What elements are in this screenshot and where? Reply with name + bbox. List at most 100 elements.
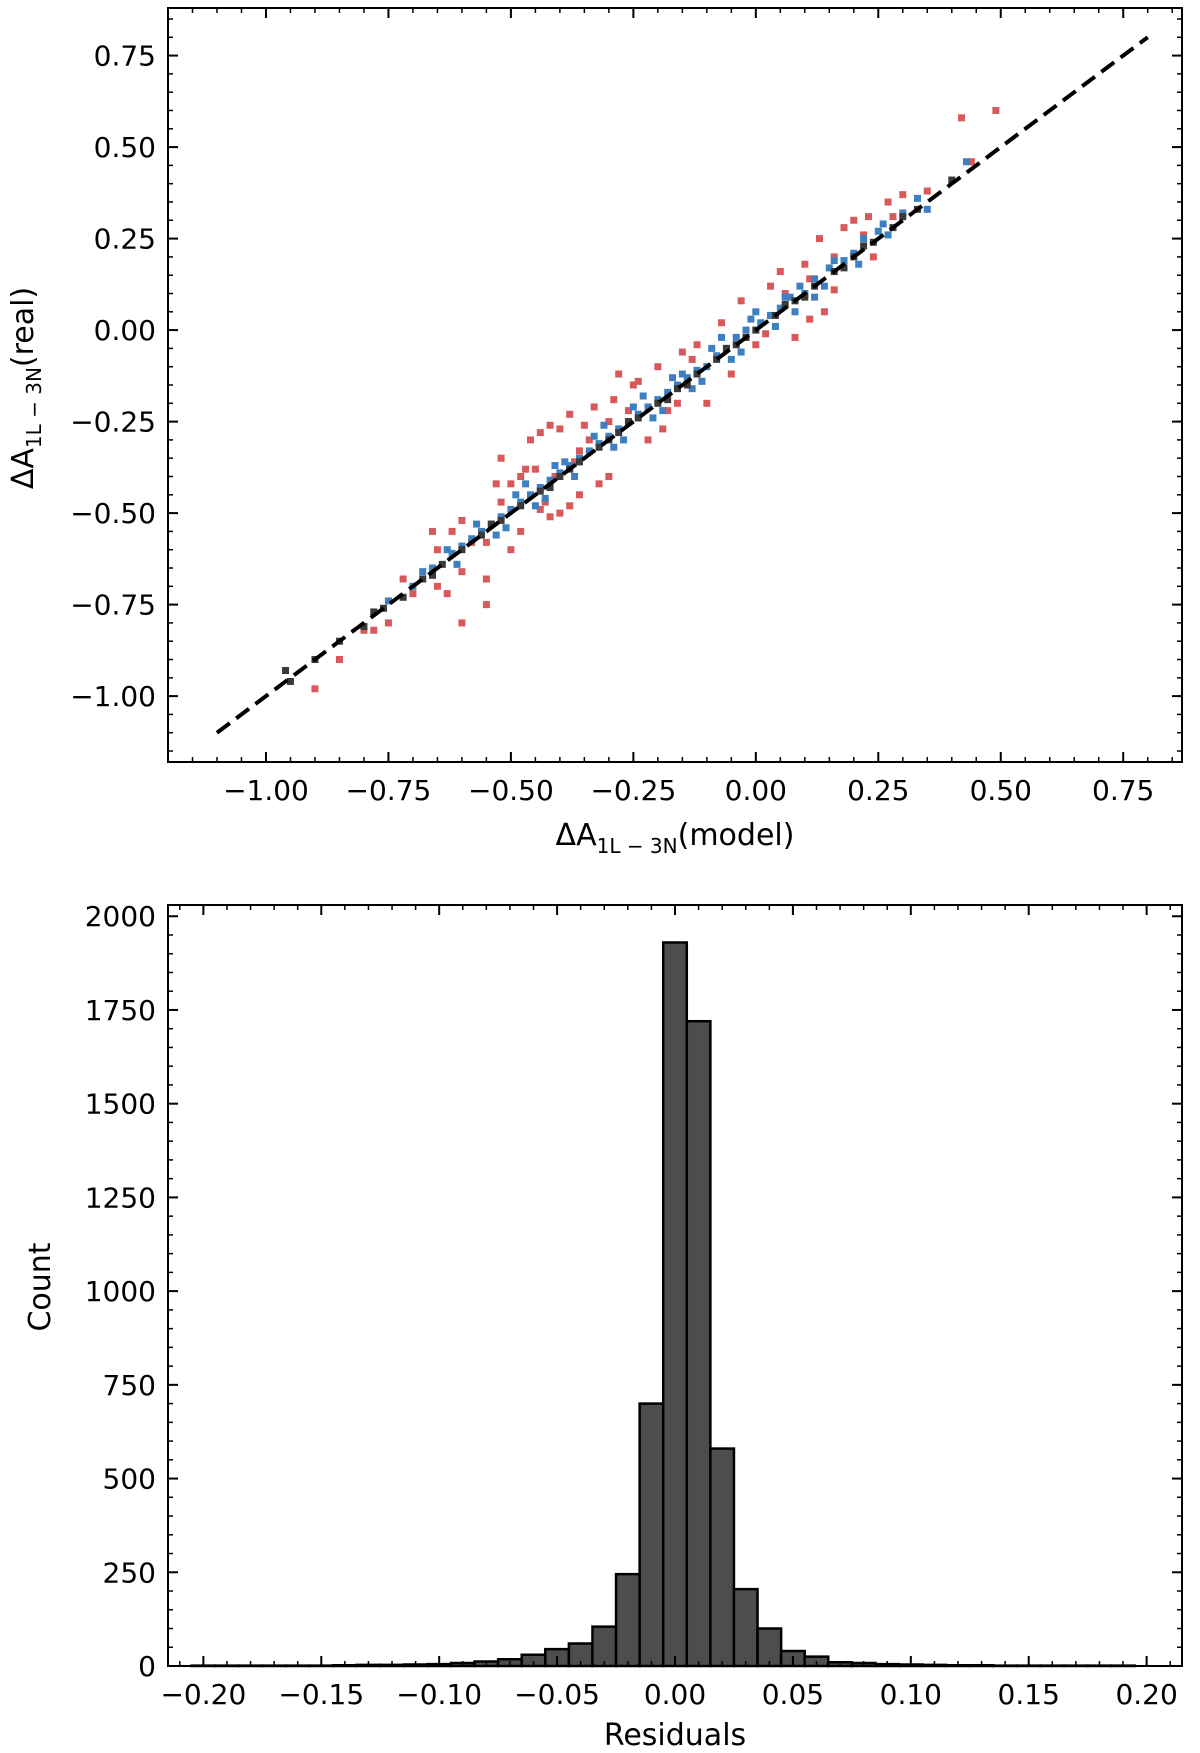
scatter-blue-point [458,542,466,550]
scatter-blue-point [512,491,520,499]
scatter-red-point [492,480,500,488]
scatter-blue-point [419,568,427,576]
scatter-red-point [923,187,931,195]
scatter-red-point [801,260,809,268]
scatter-blue-point [556,469,564,477]
scatter-dark-point [683,381,691,389]
scatter-blue-point [855,260,863,268]
scatter-dark-point [634,414,642,422]
scatter-red-point [806,275,814,283]
scatter-blue-point [811,275,819,283]
scatter-dark-point [840,264,848,272]
scatter-blue-point [492,531,500,539]
scatter-dark-point [860,242,868,250]
scatter-marks [282,106,1000,693]
scatter-red-point [458,619,466,627]
scatter-red-point [507,546,515,554]
scatter-red-point [610,396,618,404]
scatter-red-point [448,527,456,535]
scatter-blue-point [913,194,921,202]
scatter-blue-point [639,392,647,400]
scatter-blue-point [962,158,970,166]
scatter-red-point [830,286,838,294]
scatter-blue-point [654,396,662,404]
scatter-dark-point [801,293,809,301]
scatter-blue-point [531,502,539,510]
scatter-blue-point [698,377,706,385]
scatter-dark-point [781,300,789,308]
scatter-blue-point [649,414,657,422]
scatter-red-point [546,513,554,521]
scatter-red-point [718,319,726,327]
scatter-blue-point [590,432,598,440]
histogram-y-tick-label: 1000 [85,1275,156,1308]
scatter-blue-point [517,498,525,506]
scatter-y-tick-label: −0.50 [70,497,156,530]
scatter-blue-point [644,403,652,411]
scatter-red-point [566,502,574,510]
histogram-x-tick-label: 0.05 [762,1678,824,1711]
scatter-x-tick-label: −1.00 [223,774,309,807]
scatter-red-point [531,465,539,473]
scatter-dark-point [615,429,623,437]
histogram-bar [732,1587,759,1668]
scatter-blue-point [561,458,569,466]
scatter-red-point [791,333,799,341]
scatter-x-tick-label: 0.00 [725,774,787,807]
scatter-red-point [752,341,760,349]
scatter-blue-point [708,344,716,352]
scatter-blue-point [781,293,789,301]
scatter-blue-point [752,308,760,316]
scatter-blue-point [683,374,691,382]
scatter-red-point [634,377,642,385]
histogram-x-tick-label: −0.10 [396,1678,482,1711]
histogram-bar [685,1019,712,1668]
scatter-blue-point [546,476,554,484]
x-label-subscript: 1L − 3N [597,834,678,858]
scatter-dark-point [693,370,701,378]
scatter-blue-point [664,388,672,396]
scatter-red-point [659,425,667,433]
histogram-bar [591,1625,618,1668]
scatter-red-point [869,253,877,261]
scatter-blue-point [811,293,819,301]
scatter-blue-point [453,560,461,568]
scatter-red-point [664,407,672,415]
scatter-red-point [727,370,735,378]
scatter-blue-point [478,527,486,535]
scatter-dark-point [556,473,564,481]
scatter-blue-point [473,520,481,528]
scatter-ticks: −1.00 −0.75 −0.50 −0.25 0.00 0.25 0.50 0.75 −1.0… [70,8,1182,807]
scatter-blue-point [526,491,534,499]
scatter-dark-point [478,531,486,539]
scatter-red-point [497,454,505,462]
scatter-blue-point [522,480,530,488]
scatter-blue-point [688,385,696,393]
scatter-blue-point [659,407,667,415]
scatter-blue-point [585,447,593,455]
histogram-x-tick-label: −0.05 [514,1678,600,1711]
scatter-dark-point [429,571,437,579]
scatter-red-point [571,458,579,466]
scatter-red-point [536,505,544,513]
scatter-red-point [370,626,378,634]
scatter-red-point [585,436,593,444]
scatter-blue-point [566,462,574,470]
scatter-x-tick-label: −0.50 [468,774,554,807]
scatter-x-tick-label: −0.25 [590,774,676,807]
histogram-x-tick-label: 0.10 [880,1678,942,1711]
scatter-dark-point [399,593,407,601]
scatter-y-tick-label: 0.50 [94,131,156,164]
scatter-blue-point [541,494,549,502]
scatter-blue-point [879,220,887,228]
scatter-dark-point [546,483,554,491]
scatter-blue-point [571,473,579,481]
scatter-red-point [482,601,490,609]
scatter-red-point [820,308,828,316]
scatter-red-point [776,268,784,276]
scatter-blue-point [830,257,838,265]
scatter-plot-frame [167,7,1183,763]
scatter-dark-point [722,344,730,352]
x-label-suffix: (model) [678,818,795,853]
scatter-dark-point [664,396,672,404]
